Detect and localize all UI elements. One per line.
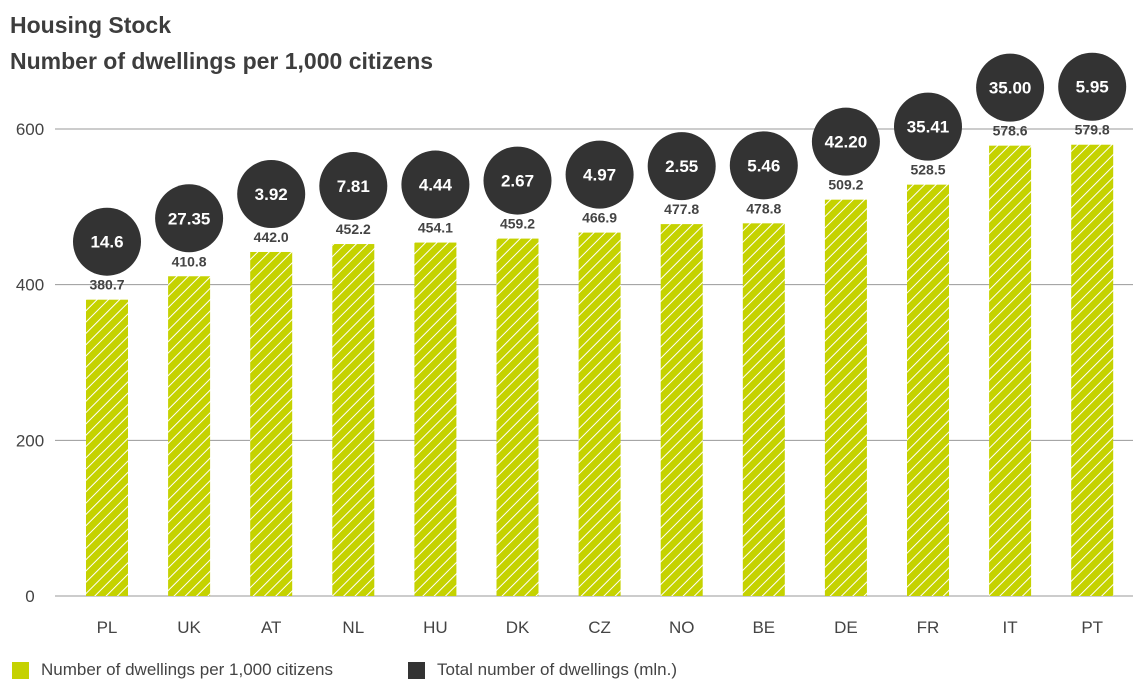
bar-dk (496, 238, 539, 596)
legend-swatch-dark (408, 661, 425, 679)
total-dwellings-marker (976, 53, 1045, 122)
total-dwellings-marker (155, 184, 224, 253)
bar-value-label: 454.1 (418, 220, 453, 236)
bar-value-label: 459.2 (500, 216, 535, 232)
x-tick-label: DE (834, 618, 858, 637)
x-tick-label: BE (752, 618, 775, 637)
bar-value-label: 509.2 (828, 177, 863, 193)
y-tick-label: 400 (16, 276, 44, 295)
chart-subtitle: Number of dwellings per 1,000 citizens (10, 48, 434, 74)
bar-value-label: 578.6 (993, 123, 1028, 139)
bar-hu (414, 242, 457, 596)
x-tick-label: FR (917, 618, 940, 637)
total-dwellings-label: 35.00 (989, 79, 1032, 98)
bar-value-label: 410.8 (172, 253, 207, 269)
bar-value-label: 579.8 (1075, 122, 1110, 138)
labels: 380.7 14.6 PL 410.8 27.35 UK 442.0 3.92 AT 452.2 7… (73, 52, 1127, 637)
bars (86, 144, 1114, 597)
total-dwellings-marker (237, 159, 306, 228)
total-dwellings-marker (1058, 52, 1127, 121)
bar-cz (578, 232, 621, 596)
bar-nl (332, 244, 375, 597)
legend-item-dwellings-per-1000: Number of dwellings per 1,000 citizens (12, 660, 333, 680)
bar-value-label: 478.8 (746, 200, 781, 216)
y-tick-label: 0 (25, 587, 34, 606)
bar-value-label: 452.2 (336, 221, 371, 237)
legend-label: Total number of dwellings (mln.) (437, 660, 677, 679)
total-dwellings-label: 14.6 (90, 233, 123, 252)
total-dwellings-label: 4.44 (419, 176, 453, 195)
legend-swatch-green (12, 661, 29, 679)
bar-pl (86, 299, 128, 596)
legend-item-total-dwellings: Total number of dwellings (mln.) (408, 660, 677, 680)
bar-uk (168, 276, 211, 596)
total-dwellings-label: 2.55 (665, 157, 698, 176)
bar-value-label: 442.0 (254, 229, 289, 245)
total-dwellings-label: 5.46 (747, 156, 780, 175)
x-tick-label: DK (506, 618, 530, 637)
bar-it (989, 145, 1032, 597)
total-dwellings-label: 42.20 (825, 133, 868, 152)
total-dwellings-marker (73, 207, 141, 276)
x-tick-label: HU (423, 618, 448, 637)
total-dwellings-marker (729, 131, 798, 200)
x-tick-label: UK (177, 618, 201, 637)
total-dwellings-marker (647, 132, 716, 201)
total-dwellings-label: 35.41 (907, 118, 950, 137)
bar-value-label: 466.9 (582, 210, 617, 226)
chart-title: Housing Stock (10, 12, 172, 38)
total-dwellings-label: 4.97 (583, 166, 616, 185)
x-tick-label: AT (261, 618, 281, 637)
x-tick-label: CZ (588, 618, 611, 637)
bar-no (660, 224, 703, 596)
bar-de (824, 199, 867, 596)
bar-at (250, 251, 293, 596)
total-dwellings-label: 3.92 (255, 185, 288, 204)
bar-fr (907, 184, 949, 597)
x-tick-label: IT (1003, 618, 1018, 637)
x-tick-label: NO (669, 618, 695, 637)
total-dwellings-marker (894, 92, 962, 161)
bar-value-label: 477.8 (664, 201, 699, 217)
bar-value-label: 380.7 (89, 277, 124, 293)
total-dwellings-marker (811, 107, 880, 176)
x-tick-label: PL (97, 618, 118, 637)
bar-pt (1071, 144, 1114, 596)
bar-value-label: 528.5 (910, 162, 945, 178)
bar-be (742, 223, 785, 597)
total-dwellings-marker (483, 146, 552, 215)
total-dwellings-label: 7.81 (337, 177, 370, 196)
x-tick-label: NL (342, 618, 364, 637)
total-dwellings-label: 2.67 (501, 172, 534, 191)
total-dwellings-marker (565, 140, 634, 209)
y-tick-label: 600 (16, 120, 44, 139)
total-dwellings-marker (401, 150, 470, 219)
x-tick-label: PT (1081, 618, 1103, 637)
total-dwellings-label: 27.35 (168, 209, 211, 228)
total-dwellings-label: 5.95 (1076, 78, 1109, 97)
y-tick-label: 200 (16, 431, 44, 450)
legend-label: Number of dwellings per 1,000 citizens (41, 660, 333, 679)
total-dwellings-marker (319, 152, 388, 221)
